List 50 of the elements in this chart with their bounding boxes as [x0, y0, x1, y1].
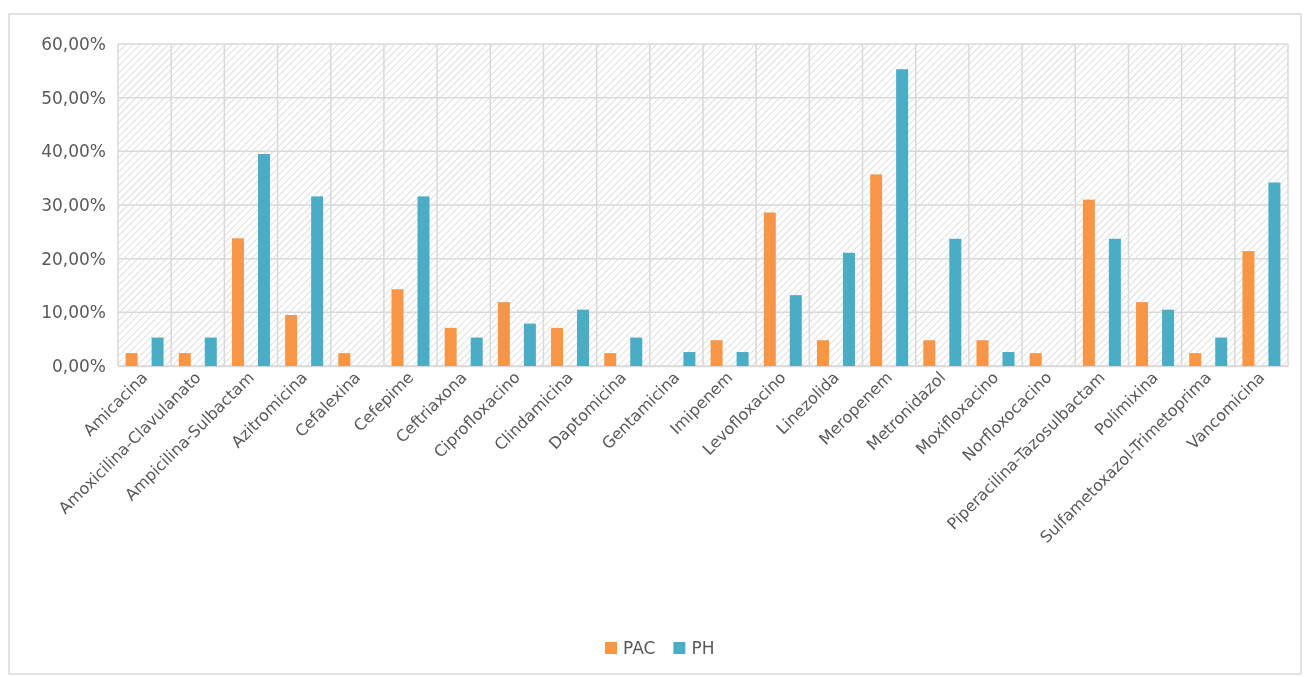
- bar: [1242, 251, 1255, 366]
- bar: [391, 289, 404, 366]
- bar: [470, 337, 483, 366]
- bar: [497, 302, 510, 366]
- bar: [870, 174, 883, 366]
- legend-label: PAC: [623, 637, 656, 658]
- bar: [231, 238, 244, 366]
- bar: [1215, 337, 1228, 366]
- bar: [551, 327, 564, 366]
- bar: [125, 353, 138, 366]
- bar: [683, 352, 696, 366]
- bar: [1136, 302, 1149, 366]
- bar: [604, 353, 617, 366]
- bar: [1162, 309, 1175, 366]
- bar: [338, 353, 351, 366]
- bar: [1189, 353, 1202, 366]
- bar: [1029, 353, 1042, 366]
- y-tick-label: 0,00%: [51, 355, 106, 376]
- y-tick-label: 30,00%: [41, 194, 106, 215]
- bar: [949, 238, 962, 366]
- bar: [417, 196, 430, 366]
- bar: [789, 295, 802, 366]
- bar: [311, 196, 324, 366]
- bar: [736, 352, 749, 366]
- y-tick-label: 20,00%: [41, 248, 106, 269]
- bar: [1002, 352, 1015, 366]
- bar: [842, 252, 855, 366]
- bar: [523, 323, 536, 366]
- bar: [710, 340, 723, 366]
- y-tick-label: 40,00%: [41, 141, 106, 162]
- bar: [151, 337, 164, 366]
- legend-label: PH: [691, 637, 715, 658]
- bar: [763, 212, 776, 366]
- y-tick-label: 60,00%: [41, 33, 106, 54]
- bar: [1268, 182, 1281, 366]
- y-tick-label: 10,00%: [41, 302, 106, 323]
- y-tick-label: 50,00%: [41, 87, 106, 108]
- bar: [923, 340, 936, 366]
- bar: [257, 154, 270, 366]
- bar: [444, 327, 457, 366]
- bar: [285, 315, 298, 366]
- bar: [896, 69, 909, 366]
- bar: [577, 309, 590, 366]
- bar: [178, 353, 191, 366]
- bar: [1108, 238, 1121, 366]
- bar: [816, 340, 829, 366]
- bar: [1082, 199, 1095, 366]
- bar: [976, 340, 989, 366]
- bar: [204, 337, 217, 366]
- bar: [630, 337, 643, 366]
